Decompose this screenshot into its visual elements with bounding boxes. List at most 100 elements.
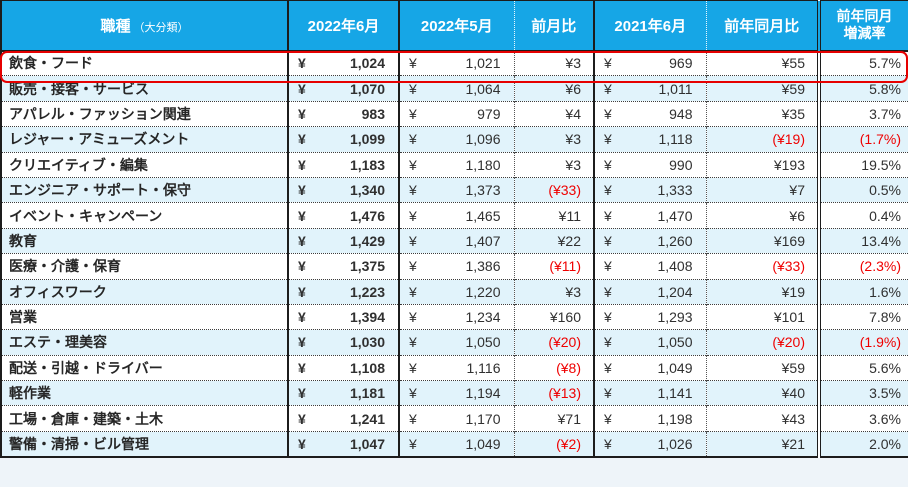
may2022-value: 1,373: [465, 182, 501, 199]
mom-diff-cell: ¥6: [513, 75, 594, 102]
jun2021-cell: ¥ 1,408: [593, 253, 706, 280]
table-row: レジャー・アミューズメント ¥ 1,099 ¥ 1,096 ¥3 ¥ 1,118…: [1, 126, 908, 153]
may2022-cell: ¥ 1,064: [398, 75, 514, 102]
jun2022-cell: ¥ 983: [287, 100, 399, 127]
may2022-value: 1,116: [466, 359, 501, 376]
jun2021-value: 1,333: [657, 182, 693, 199]
header-yoy-rate: 前年同月 増減率: [817, 0, 908, 52]
yoy-rate-cell: 5.8%: [817, 75, 908, 102]
yen-symbol: ¥: [604, 207, 612, 224]
yen-symbol: ¥: [409, 410, 417, 427]
jun2022-value: 1,099: [349, 131, 385, 148]
jun2022-cell: ¥ 1,047: [287, 430, 399, 457]
yen-symbol: ¥: [604, 410, 612, 427]
jun2022-value: 1,223: [349, 283, 385, 300]
jun2022-cell: ¥ 1,183: [287, 151, 399, 178]
table-row: 警備・清掃・ビル管理 ¥ 1,047 ¥ 1,049 (¥2) ¥ 1,026 …: [1, 430, 908, 457]
yoy-rate-cell: 0.4%: [817, 202, 908, 229]
table-row: アパレル・ファッション関連 ¥ 983 ¥ 979 ¥4 ¥ 948 ¥35 3…: [1, 100, 908, 127]
may2022-cell: ¥ 1,220: [398, 278, 514, 305]
yen-symbol: ¥: [298, 334, 306, 351]
yen-symbol: ¥: [604, 55, 612, 72]
jun2022-cell: ¥ 1,340: [287, 176, 399, 203]
header-year-over-year: 前年同月比: [705, 0, 819, 52]
job-category-cell: 配送・引越・ドライバー: [1, 354, 288, 381]
may2022-cell: ¥ 1,194: [398, 380, 514, 406]
job-category-cell: 軽作業: [1, 380, 288, 406]
yen-symbol: ¥: [298, 80, 306, 97]
yoy-rate-cell: 5.7%: [817, 50, 908, 76]
yoy-diff-cell: ¥7: [705, 176, 819, 203]
mom-diff-cell: (¥20): [513, 329, 594, 356]
jun2022-cell: ¥ 1,223: [287, 278, 399, 305]
jun2022-value: 1,108: [349, 359, 385, 376]
mom-diff-cell: (¥11): [513, 253, 594, 280]
yoy-diff-cell: ¥55: [705, 50, 819, 76]
yen-symbol: ¥: [409, 359, 417, 376]
jun2021-cell: ¥ 990: [593, 151, 706, 178]
jun2022-cell: ¥ 1,241: [287, 405, 399, 432]
yoy-diff-cell: ¥21: [705, 430, 819, 457]
yoy-diff-cell: ¥6: [705, 202, 819, 229]
yen-symbol: ¥: [409, 207, 417, 224]
jun2021-value: 990: [669, 156, 693, 173]
may2022-cell: ¥ 1,234: [398, 303, 514, 330]
yoy-rate-cell: 5.6%: [817, 354, 908, 381]
yen-symbol: ¥: [298, 131, 306, 148]
yen-symbol: ¥: [604, 131, 612, 148]
may2022-cell: ¥ 1,180: [398, 151, 514, 178]
yen-symbol: ¥: [604, 232, 612, 249]
yen-symbol: ¥: [298, 232, 306, 249]
yen-symbol: ¥: [298, 385, 306, 402]
mom-diff-cell: ¥160: [513, 303, 594, 330]
jun2022-value: 1,024: [349, 55, 385, 72]
yoy-rate-cell: (2.3%): [817, 253, 908, 280]
yen-symbol: ¥: [409, 131, 417, 148]
yen-symbol: ¥: [409, 385, 417, 402]
yen-symbol: ¥: [409, 182, 417, 199]
may2022-cell: ¥ 1,170: [398, 405, 514, 432]
jun2022-value: 1,047: [349, 435, 385, 452]
may2022-value: 1,386: [465, 258, 501, 275]
job-category-cell: レジャー・アミューズメント: [1, 126, 288, 153]
jun2022-cell: ¥ 1,476: [287, 202, 399, 229]
jun2021-value: 1,198: [657, 410, 693, 427]
jun2022-value: 1,181: [349, 385, 385, 402]
header-may2022: 2022年5月: [398, 0, 514, 52]
yoy-rate-cell: 3.7%: [817, 100, 908, 127]
header-yoy-rate-line1: 前年同月: [836, 8, 893, 25]
jun2021-cell: ¥ 1,050: [593, 329, 706, 356]
jun2021-value: 1,293: [657, 309, 693, 326]
yen-symbol: ¥: [604, 105, 612, 122]
jun2022-value: 1,340: [349, 182, 385, 199]
yen-symbol: ¥: [298, 156, 306, 173]
table-row: エステ・理美容 ¥ 1,030 ¥ 1,050 (¥20) ¥ 1,050 (¥…: [1, 329, 908, 356]
jun2021-cell: ¥ 1,204: [593, 278, 706, 305]
may2022-value: 1,220: [465, 283, 501, 300]
job-category-cell: イベント・キャンペーン: [1, 202, 288, 229]
yoy-rate-cell: (1.9%): [817, 329, 908, 356]
jun2021-value: 1,026: [657, 435, 693, 452]
jun2022-cell: ¥ 1,070: [287, 75, 399, 102]
jun2022-cell: ¥ 1,375: [287, 253, 399, 280]
yoy-rate-cell: 13.4%: [817, 227, 908, 254]
header-yoy-rate-line2: 増減率: [843, 25, 886, 42]
jun2022-value: 1,476: [349, 207, 385, 224]
yen-symbol: ¥: [298, 182, 306, 199]
table-row: オフィスワーク ¥ 1,223 ¥ 1,220 ¥3 ¥ 1,204 ¥19 1…: [1, 278, 908, 305]
yen-symbol: ¥: [298, 435, 306, 452]
header-job-category: 職種 （大分類）: [1, 0, 288, 52]
yen-symbol: ¥: [298, 55, 306, 72]
job-category-cell: 飲食・フード: [9, 55, 93, 72]
yoy-rate-cell: (1.7%): [817, 126, 908, 153]
yen-symbol: ¥: [604, 80, 612, 97]
jun2021-value: 1,470: [657, 207, 693, 224]
jun2022-value: 1,394: [349, 309, 385, 326]
jun2021-cell: ¥ 1,470: [593, 202, 706, 229]
table-row: エンジニア・サポート・保守 ¥ 1,340 ¥ 1,373 (¥33) ¥ 1,…: [1, 176, 908, 203]
yen-symbol: ¥: [604, 385, 612, 402]
yoy-diff-cell: ¥43: [705, 405, 819, 432]
jun2022-value: 1,070: [349, 80, 385, 97]
jun2022-cell: ¥ 1,099: [287, 126, 399, 153]
yoy-diff-cell: ¥59: [705, 75, 819, 102]
